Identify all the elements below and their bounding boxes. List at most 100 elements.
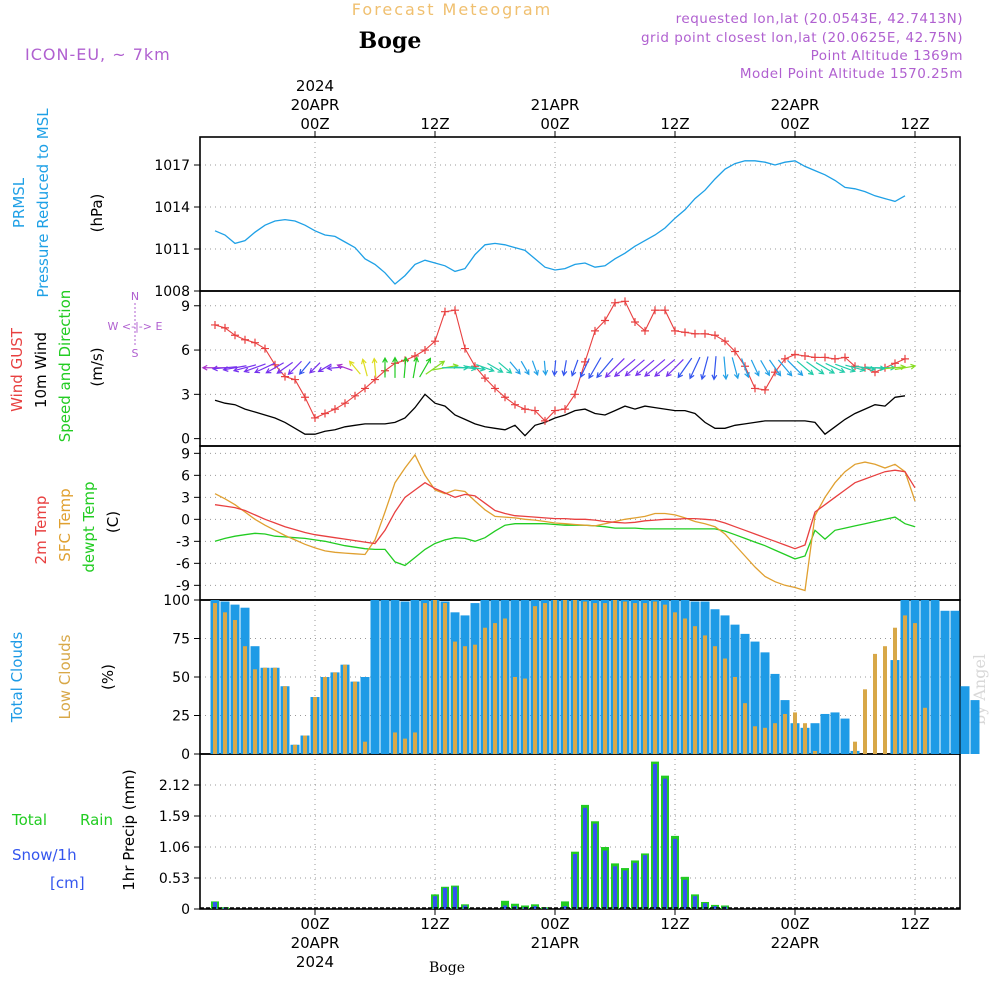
low-cloud-bar xyxy=(813,750,817,754)
panel-frame xyxy=(199,753,961,910)
gust-marker xyxy=(821,353,829,362)
low-cloud-bar xyxy=(593,603,597,754)
wind-direction-arrow xyxy=(551,360,558,377)
low-cloud-bar xyxy=(783,713,787,754)
low-clouds-label: Low Clouds xyxy=(56,634,74,719)
wind-gust-label: Wind GUST xyxy=(8,327,26,412)
point-altitude: Point Altitude 1369m xyxy=(811,48,963,64)
wind-direction-arrow xyxy=(613,358,636,378)
low-cloud-bar xyxy=(263,667,267,754)
gust-marker xyxy=(211,320,219,329)
gust-marker xyxy=(431,337,439,346)
low-cloud-bar xyxy=(893,627,897,754)
legend-rain: Rain xyxy=(80,811,113,829)
low-cloud-bar xyxy=(763,727,767,754)
temp-2m-line xyxy=(214,469,916,550)
low-cloud-bar xyxy=(523,678,527,754)
low-cloud-bar xyxy=(803,723,807,754)
wind-direction-arrow xyxy=(845,364,866,373)
total-cloud-bar xyxy=(930,600,940,754)
total-cloud-bar xyxy=(830,712,840,754)
wind-direction-arrow xyxy=(487,362,504,373)
low-cloud-bar xyxy=(703,635,707,754)
x-tick-label-bottom: 22APR xyxy=(771,934,820,952)
gust-marker xyxy=(551,406,559,415)
dewpoint-label: dewpt Temp xyxy=(80,481,98,572)
wind-direction-arrow xyxy=(382,356,388,378)
low-cloud-bar xyxy=(453,641,457,754)
low-cloud-bar xyxy=(533,606,537,754)
snow-bar xyxy=(623,870,627,909)
total-cloud-bar xyxy=(970,700,980,754)
y-tick-label: 0 xyxy=(181,432,190,448)
wind-direction-arrow xyxy=(476,364,495,373)
wind-direction-arrow xyxy=(317,363,332,373)
snow-bar xyxy=(503,905,507,909)
wind-direction-arrow xyxy=(665,358,684,378)
snow-bar xyxy=(583,807,587,909)
wind-direction-arrow xyxy=(579,358,590,379)
gust-marker xyxy=(761,385,769,394)
gust-marker xyxy=(321,409,329,418)
rain-bar xyxy=(501,900,509,909)
wind-direction-arrow xyxy=(787,359,804,377)
low-cloud-bar xyxy=(653,601,657,754)
low-cloud-bar xyxy=(913,623,917,754)
requested-coords: requested lon,lat (20.0543E, 42.7413N) xyxy=(676,11,963,27)
wind-direction-arrow xyxy=(835,363,856,373)
y-tick-label: 0.53 xyxy=(159,871,190,887)
low-cloud-bar xyxy=(793,712,797,754)
wind-direction-arrow xyxy=(894,363,917,371)
gust-marker xyxy=(641,326,649,335)
low-cloud-bar xyxy=(283,686,287,754)
snow-bar xyxy=(533,906,537,909)
low-cloud-bar xyxy=(633,603,637,754)
x-tick-label-top: 00Z xyxy=(300,115,329,133)
low-cloud-bar xyxy=(553,600,557,754)
y-tick-label: -6 xyxy=(176,556,190,572)
gust-marker xyxy=(781,354,789,363)
low-cloud-bar xyxy=(363,741,367,754)
x-tick-label-bottom: 21APR xyxy=(531,934,580,952)
clouds-unit: (%) xyxy=(99,664,117,690)
model-altitude: Model Point Altitude 1570.25m xyxy=(740,66,963,82)
gust-marker xyxy=(221,323,229,332)
gust-marker xyxy=(701,329,709,338)
wind-direction-arrow xyxy=(287,360,302,376)
total-cloud-bar xyxy=(840,718,850,754)
low-cloud-bar xyxy=(463,646,467,754)
x-tick-label-bottom: 2024 xyxy=(296,953,334,971)
low-cloud-bar xyxy=(643,603,647,754)
gust-marker xyxy=(251,338,259,347)
wind-gust-line xyxy=(214,300,906,422)
wind-direction-arrow xyxy=(243,363,266,373)
low-cloud-bar xyxy=(543,603,547,754)
legend-snow: Snow/1h xyxy=(12,846,77,864)
low-cloud-bar xyxy=(773,723,777,754)
wind-direction-arrow xyxy=(276,361,294,374)
wind-direction-arrow xyxy=(741,358,750,379)
rain-bar xyxy=(561,901,569,909)
total-cloud-bar xyxy=(760,652,770,754)
x-tick-label-top: 12Z xyxy=(420,115,449,133)
gust-marker xyxy=(261,344,269,353)
x-tick-label-bottom: 12Z xyxy=(420,915,449,933)
pressure-label-msl: Pressure Reduced to MSL xyxy=(34,108,52,298)
sfc-temp-line xyxy=(214,453,916,592)
snow-bar xyxy=(563,906,567,909)
snow-bar xyxy=(713,906,717,909)
low-cloud-bar xyxy=(443,603,447,754)
x-tick-label-top: 21APR xyxy=(531,96,580,114)
snow-bar xyxy=(703,903,707,909)
y-tick-label: 1017 xyxy=(154,158,190,174)
gust-marker xyxy=(281,372,289,381)
gust-marker xyxy=(711,331,719,340)
low-cloud-bar xyxy=(333,672,337,754)
wind-direction-arrow xyxy=(596,357,614,379)
footer-location: Boge xyxy=(429,960,465,976)
location-title: Boge xyxy=(359,28,422,54)
grid-point-coords: grid point closest lon,lat (20.0625E, 42… xyxy=(641,30,963,46)
gust-marker xyxy=(521,405,529,414)
wind-direction-arrow xyxy=(689,356,701,380)
gust-marker xyxy=(331,405,339,414)
